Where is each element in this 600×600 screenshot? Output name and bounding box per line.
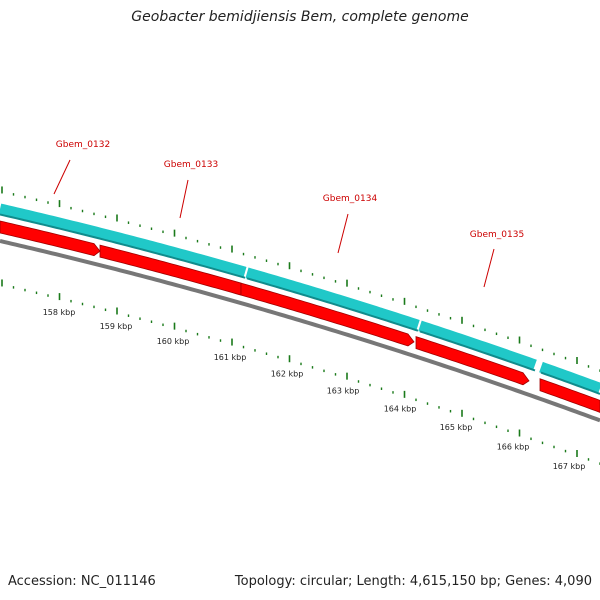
- cds-arrow: [0, 220, 101, 257]
- outer-tick-ring: [1, 186, 600, 372]
- map-title: Geobacter bemidjiensis Bem, complete gen…: [131, 9, 469, 25]
- kbp-labels: 158 kbp 159 kbp 160 kbp 161 kbp 162 kbp 163 k…: [43, 308, 586, 471]
- gene-label[interactable]: Gbem_0133: [164, 160, 218, 170]
- kbp-label: 167 kbp: [553, 462, 586, 471]
- feature-block-shadow: [419, 330, 536, 372]
- cds-arrow: [415, 336, 530, 386]
- genome-backbone: [0, 239, 600, 423]
- gene-label[interactable]: Gbem_0134: [323, 194, 378, 204]
- feature-block: [539, 361, 600, 394]
- gene-label[interactable]: Gbem_0132: [56, 140, 110, 150]
- gene-leader-line: [337, 213, 349, 254]
- kbp-label: 162 kbp: [271, 370, 304, 379]
- gene-labels: Gbem_0132 Gbem_0133 Gbem_0134 Gbem_0135: [56, 140, 524, 240]
- kbp-label: 160 kbp: [157, 337, 190, 346]
- kbp-label: 165 kbp: [440, 423, 473, 432]
- gene-leader-line: [179, 179, 189, 219]
- feature-block-shadow: [0, 213, 246, 279]
- accession-label: Accession: NC_011146: [8, 574, 156, 589]
- feature-block-shadow: [246, 277, 419, 332]
- kbp-label: 166 kbp: [497, 442, 530, 451]
- gene-label[interactable]: Gbem_0135: [470, 230, 524, 240]
- feature-block: [418, 320, 537, 371]
- kbp-label: 163 kbp: [327, 386, 360, 395]
- gene-leader-line: [483, 248, 495, 288]
- kbp-label: 161 kbp: [214, 353, 247, 362]
- feature-tracks: [0, 203, 600, 423]
- kbp-label: 159 kbp: [100, 322, 133, 331]
- feature-block: [0, 203, 247, 278]
- genome-summary: Topology: circular; Length: 4,615,150 bp…: [234, 574, 592, 589]
- kbp-label: 158 kbp: [43, 308, 76, 317]
- gene-label-leaders: [53, 159, 495, 288]
- kbp-label: 164 kbp: [384, 404, 417, 413]
- feature-block-shadow: [540, 371, 600, 395]
- cds-arrow: [539, 378, 600, 413]
- cds-arrow: [240, 282, 415, 347]
- gene-leader-line: [53, 159, 71, 195]
- feature-block: [245, 267, 420, 331]
- inner-tick-ring: [1, 279, 600, 465]
